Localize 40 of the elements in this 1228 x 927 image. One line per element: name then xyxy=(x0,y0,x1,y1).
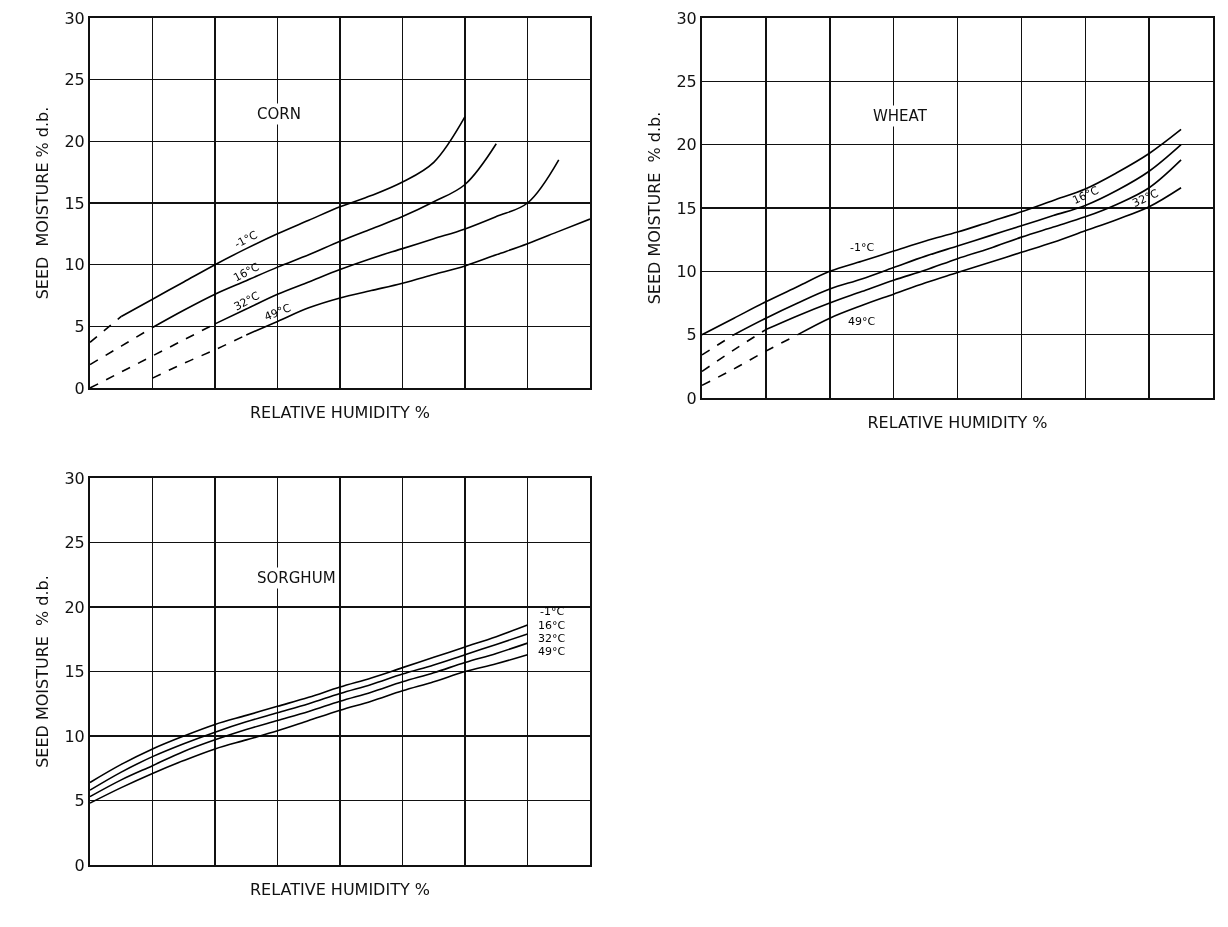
y-tick-label: 10 xyxy=(64,726,85,746)
x-axis-title: RELATIVE HUMIDITY % xyxy=(250,880,430,900)
y-tick-label: 25 xyxy=(64,533,85,553)
y-tick-label: 25 xyxy=(676,71,697,91)
y-axis-title: SEED MOISTURE % d.b. xyxy=(32,106,52,300)
series-label: -1°C xyxy=(850,241,875,254)
y-tick-label: 30 xyxy=(676,8,697,28)
text: -1°C xyxy=(232,228,261,252)
text: SORGHUM xyxy=(257,569,336,587)
x-axis-title: RELATIVE HUMIDITY % xyxy=(250,403,430,423)
text: 49°C xyxy=(262,301,293,324)
y-axis-title: SEED MOISTURE % d.b. xyxy=(32,575,52,768)
y-tick-label: 15 xyxy=(676,198,697,218)
y-tick-label: 20 xyxy=(64,131,85,151)
y-tick-label: 20 xyxy=(676,135,697,155)
text: 16°C xyxy=(1070,183,1101,207)
y-tick-label: 0 xyxy=(74,378,85,398)
series-label: -1°C xyxy=(540,605,565,618)
y-tick-label: 15 xyxy=(64,193,85,213)
series-label: 49°C xyxy=(848,315,876,328)
y-tick-label: 10 xyxy=(64,255,85,275)
y-tick-label: 5 xyxy=(686,325,697,345)
y-tick-label: 0 xyxy=(74,855,85,875)
y-tick-label: 25 xyxy=(64,70,85,90)
series-label: 16°C xyxy=(538,619,566,632)
y-tick-label: 20 xyxy=(64,597,85,617)
text: 32°C xyxy=(1130,186,1161,210)
text: CORN xyxy=(257,105,301,123)
x-axis-title: RELATIVE HUMIDITY % xyxy=(867,413,1048,433)
y-tick-label: 30 xyxy=(64,468,85,488)
y-tick-label: 30 xyxy=(64,8,85,28)
series-label: 32°C xyxy=(538,632,566,645)
y-tick-label: 5 xyxy=(74,316,85,336)
y-tick-label: 15 xyxy=(64,662,85,682)
y-tick-label: 0 xyxy=(686,388,697,408)
series-label: 49°C xyxy=(538,645,566,658)
y-tick-label: 10 xyxy=(676,261,697,281)
y-tick-label: 5 xyxy=(74,791,85,811)
text: WHEAT xyxy=(873,107,928,125)
y-axis-title: SEED MOISTURE % d.b. xyxy=(644,111,664,305)
